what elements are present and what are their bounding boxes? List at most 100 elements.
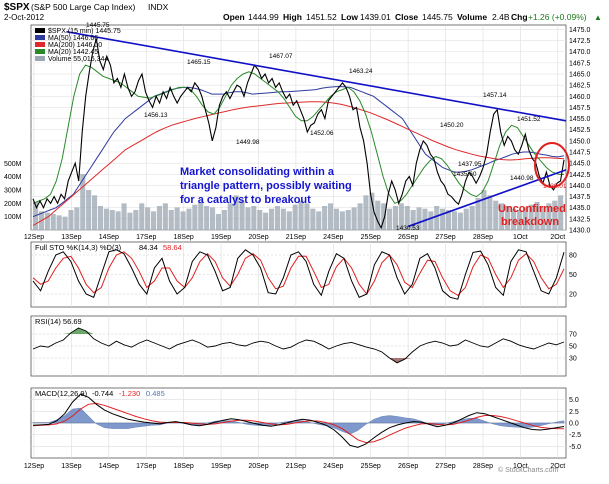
x-axis-tick-top: 26Sep <box>398 234 418 241</box>
sto-series: 20 50 80 <box>31 249 577 300</box>
price-y-tick: 1442.5 <box>569 172 591 179</box>
volume-bar <box>68 210 74 230</box>
price-point-labels: 1445.75 1465.15 1467.07 1463.24 1457.14 1456.… <box>86 22 567 232</box>
volume-bar <box>269 208 275 230</box>
volume-bar <box>139 203 145 230</box>
sto-legend-label: Full STO %K(14,3) %D(3) <box>35 243 122 252</box>
x-axis-tick-bottom: 26Sep <box>398 463 418 470</box>
annotation-line-2: triangle pattern, possibly waiting <box>180 180 352 192</box>
quote-bar: Open 1444.99 High 1451.52 Low 1439.01 Cl… <box>223 12 602 22</box>
macd-y-tick: 5.0 <box>569 397 579 404</box>
price-point-label: 1463.24 <box>349 68 373 75</box>
sto-d-value: 58.64 <box>163 243 182 252</box>
volume-bar <box>127 212 133 230</box>
macd-signal-line <box>32 402 565 444</box>
volume-bar <box>56 215 62 230</box>
volume-bar <box>298 200 304 230</box>
volume-bar <box>316 211 322 230</box>
legend-ma20: MA(20) 1442.45 <box>48 49 98 56</box>
volume-bar <box>339 211 345 230</box>
watermark: © StockCharts.com <box>498 466 559 474</box>
volume-bar <box>546 203 552 230</box>
macd-y-tick: -5.0 <box>569 444 581 451</box>
x-axis-tick-top: 24Sep <box>323 234 343 241</box>
x-axis-tick-top: 13Sep <box>61 234 81 241</box>
volume-y-tick: 500M <box>4 161 22 168</box>
volume-bar <box>286 211 292 230</box>
volume-label: Volume <box>457 12 487 22</box>
macd-series: -5.0 -2.5 0.0 2.5 5.0 <box>31 393 581 451</box>
sto-legend: Full STO %K(14,3) %D(3) 84.34 58.64 <box>35 243 182 252</box>
breakdown-line-1: Unconfirmed <box>498 203 566 215</box>
volume-bar <box>151 211 157 230</box>
price-y-tick: 1472.5 <box>569 38 591 45</box>
macd-histogram <box>32 407 565 435</box>
price-y-tick: 1470.0 <box>569 49 591 56</box>
x-axis-tick-bottom: 14Sep <box>99 463 119 470</box>
x-axis-tick-top: 1Oct <box>513 234 528 241</box>
ma50-line <box>32 85 565 218</box>
volume-value: 2.4B <box>492 12 510 22</box>
volume-bar <box>103 208 109 230</box>
high-label: High <box>283 12 302 22</box>
volume-bar <box>398 203 404 230</box>
sto-y-tick: 80 <box>569 253 577 260</box>
up-arrow-icon: ▲ <box>594 13 602 22</box>
volume-bar <box>428 211 434 230</box>
x-axis-tick-bottom: 17Sep <box>136 463 156 470</box>
volume-bar <box>304 203 310 230</box>
volume-bar <box>552 200 558 230</box>
volume-bar <box>392 206 398 230</box>
price-point-label: 1450.20 <box>440 122 464 129</box>
volume-y-tick: 300M <box>4 188 22 195</box>
macd-line <box>32 393 565 448</box>
legend-swatch-ma20 <box>35 49 45 54</box>
price-y-tick: 1447.5 <box>569 150 591 157</box>
price-point-label: 1456.13 <box>144 112 168 119</box>
volume-bar <box>434 206 440 230</box>
volume-bar <box>221 210 227 230</box>
volume-bar <box>404 206 410 230</box>
rsi-y-tick: 30 <box>569 356 577 363</box>
volume-bar <box>516 210 522 230</box>
volume-bar <box>422 208 428 230</box>
x-axis-tick-top: 20Sep <box>248 234 268 241</box>
volume-bar <box>292 204 298 230</box>
volume-bar <box>457 212 463 230</box>
ma200-line <box>32 101 565 226</box>
price-series <box>32 38 565 230</box>
volume-bar <box>310 208 316 230</box>
price-y-tick: 1452.5 <box>569 127 591 134</box>
volume-bar <box>499 203 505 230</box>
price-y-tick: 1475.0 <box>569 27 591 34</box>
volume-bar <box>210 207 216 230</box>
volume-y-tick: 200M <box>4 201 22 208</box>
x-axis-tick-bottom: 27Sep <box>435 463 455 470</box>
volume-bar <box>345 210 351 230</box>
volume-bar <box>115 211 121 230</box>
x-axis-labels: 12Sep 12Sep 13Sep 13Sep 14Sep 14Sep 17Sep 17Sep… <box>24 234 565 470</box>
consolidation-annotation: Market consolidating within a triangle p… <box>180 166 352 206</box>
annotation-line-3: for a catalyst to breakout <box>180 194 311 206</box>
y-axis-labels: 1430.0 1432.5 1435.0 1437.5 1440.0 1442.5 1445… <box>4 27 591 235</box>
rsi-y-tick: 70 <box>569 332 577 339</box>
chg-value: +1.26 (+0.09%) <box>528 12 587 22</box>
sto-k-value: 84.34 <box>139 243 158 252</box>
price-y-tick: 1445.0 <box>569 161 591 168</box>
volume-bar <box>227 203 233 230</box>
price-y-tick: 1465.0 <box>569 72 591 79</box>
x-axis-tick-top: 27Sep <box>435 234 455 241</box>
x-axis-tick-top: 21Sep <box>286 234 306 241</box>
rsi-legend: RSI(14) 56.69 <box>35 317 82 326</box>
volume-bar <box>322 206 328 230</box>
volume-bar <box>198 202 204 230</box>
volume-bar <box>363 195 369 230</box>
price-point-label: 1430.53 <box>396 225 420 232</box>
annotation-line-1: Market consolidating within a <box>180 166 335 178</box>
volume-bar <box>280 208 286 230</box>
x-axis-tick-top: 2Oct <box>550 234 565 241</box>
low-value: 1439.01 <box>360 12 391 22</box>
volume-bar <box>186 208 192 230</box>
volume-bar <box>121 203 127 230</box>
